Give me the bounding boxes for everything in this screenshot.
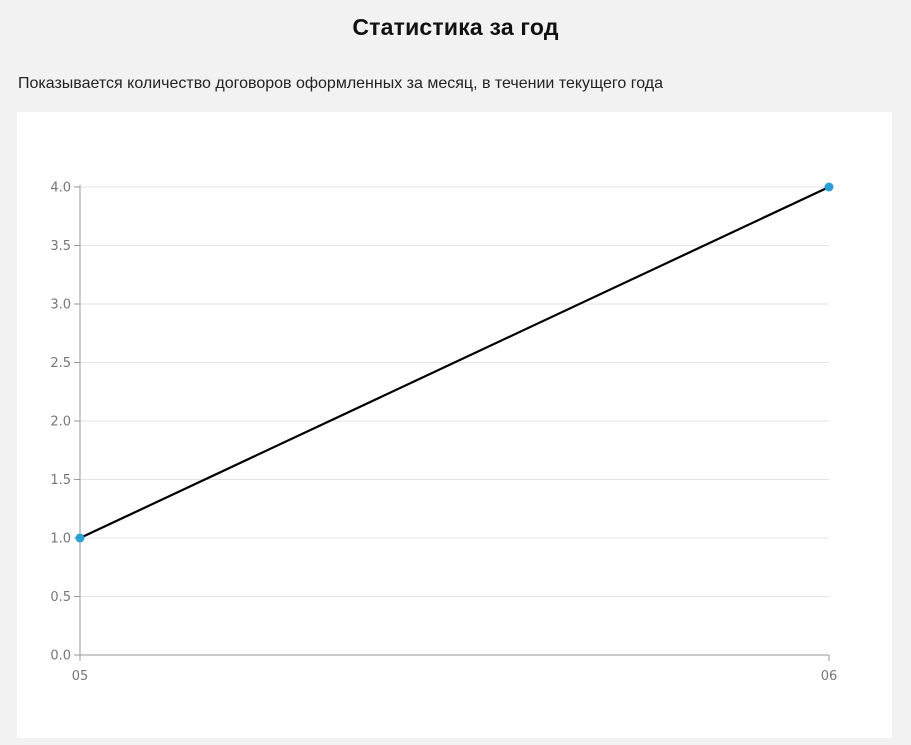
y-tick-label: 4.0 xyxy=(50,181,71,196)
chart-card xyxy=(17,112,892,738)
y-tick-label: 0.5 xyxy=(50,590,71,605)
data-point xyxy=(824,182,834,192)
x-tick-label: 05 xyxy=(72,669,89,684)
y-tick-label: 2.5 xyxy=(50,356,71,371)
y-tick-label: 2.0 xyxy=(50,415,71,430)
data-point xyxy=(75,533,85,543)
x-tick-label: 06 xyxy=(821,669,838,684)
y-tick-label: 3.5 xyxy=(50,239,71,254)
series-line xyxy=(79,186,830,539)
y-tick-label: 3.0 xyxy=(50,298,71,313)
page-title: Статистика за год xyxy=(352,14,559,40)
page-subtitle: Показывается количество договоров оформл… xyxy=(18,75,664,92)
y-tick-label: 1.5 xyxy=(50,473,71,488)
y-tick-label: 0.0 xyxy=(50,649,71,664)
y-tick-label: 1.0 xyxy=(50,532,71,547)
